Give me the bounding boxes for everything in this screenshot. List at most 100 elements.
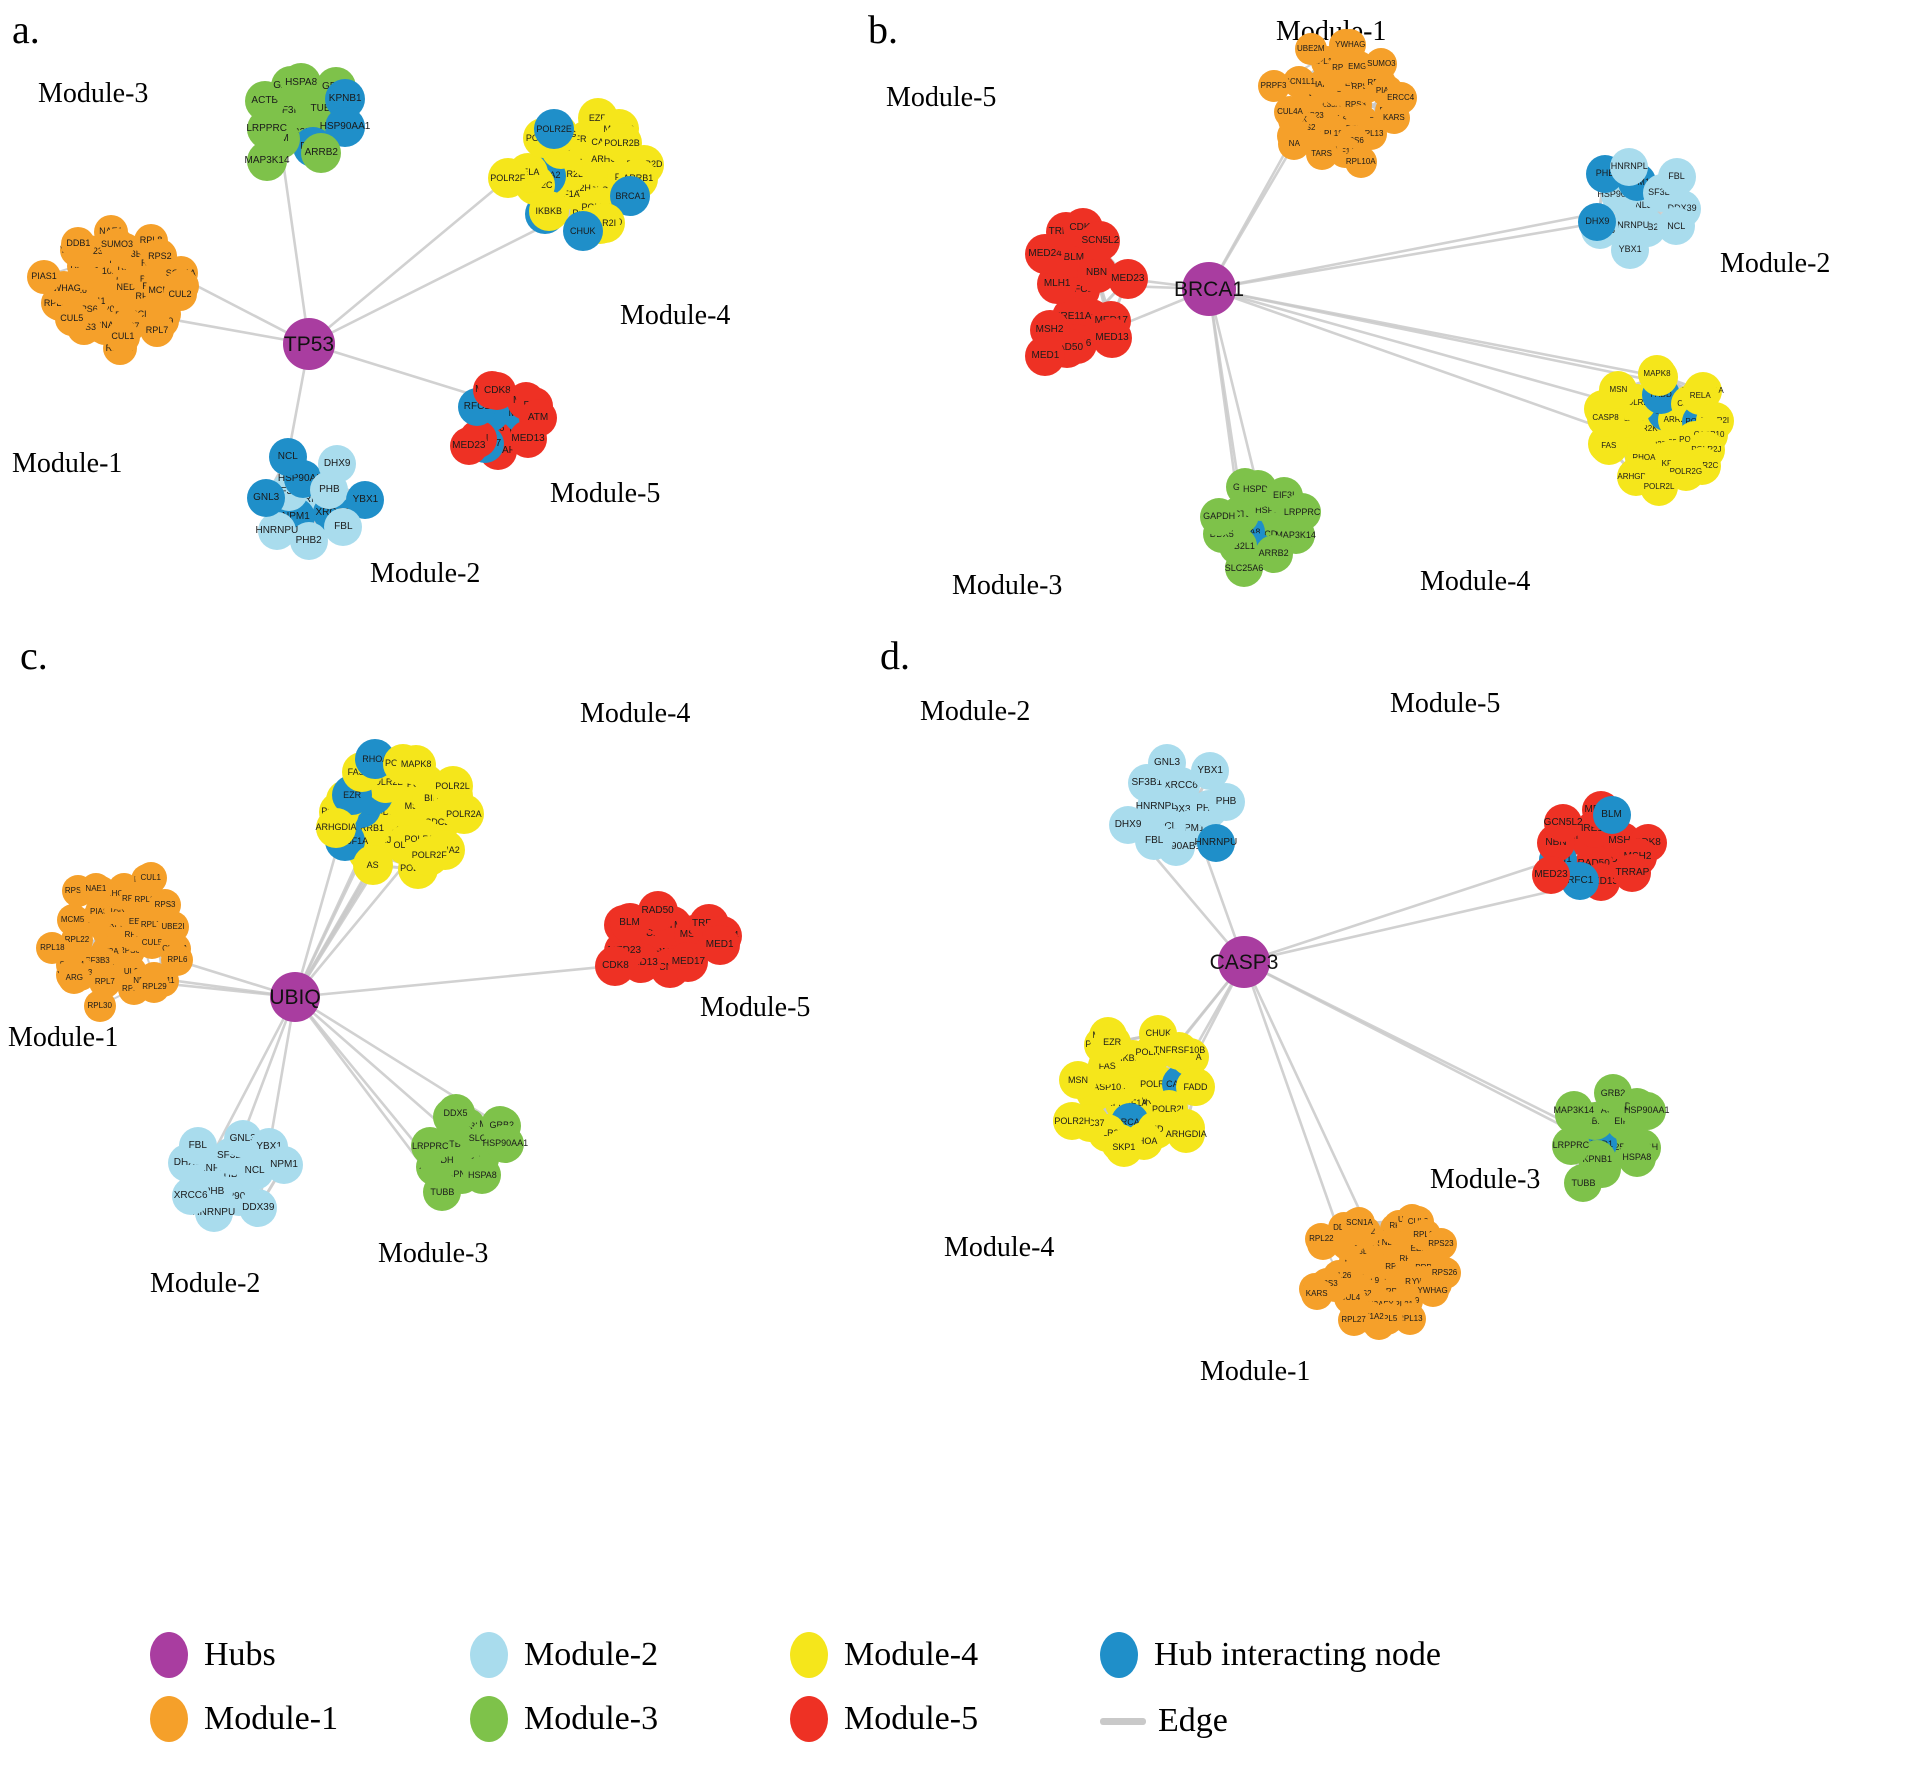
node-c-module2-7[interactable]: XRCC6 — [171, 1177, 210, 1216]
node-b-module1-33[interactable]: PRPF3 — [1257, 69, 1290, 102]
node-b-module1-42[interactable]: NA — [1278, 127, 1311, 160]
node-b-module2-8[interactable]: DHX9 — [1578, 202, 1617, 241]
node-c-module3-14[interactable]: HSP90AA1 — [483, 1124, 528, 1163]
legend-item-module2: Module-2 — [470, 1632, 658, 1678]
node-label: CASP8 — [1592, 412, 1619, 422]
node-b-module3-9[interactable]: GAPDH — [1200, 497, 1239, 536]
node-c-module1-41[interactable]: RPL29 — [138, 970, 171, 1003]
node-label: YWHAG — [1417, 1285, 1448, 1295]
node-label: RPL30 — [87, 1000, 112, 1010]
node-d-module1-46[interactable]: YWHAG — [1416, 1274, 1449, 1307]
node-d-module3-16[interactable]: TUBB — [1564, 1164, 1603, 1203]
node-label: TRRAP — [1615, 866, 1650, 878]
legend-label-module4: Module-4 — [844, 1636, 979, 1673]
node-c-module4-24[interactable]: MAPK8 — [396, 744, 437, 785]
node-d-module5-12[interactable]: BLM — [1592, 796, 1631, 835]
panel-d-module2-label: Module-2 — [920, 696, 1031, 727]
node-c-module3-15[interactable]: HSPA8 — [463, 1156, 502, 1195]
node-label: ARHGDIA — [1165, 1128, 1207, 1139]
node-d-module5-15[interactable]: TRRAP — [1613, 853, 1652, 892]
node-a-module4-32[interactable]: POLR2F — [487, 158, 528, 199]
node-a-module1-48[interactable]: RPL7 — [140, 313, 175, 348]
node-d-module3-15[interactable]: HSPA8 — [1617, 1138, 1656, 1177]
node-a-module2-7[interactable]: HNRNPU — [255, 512, 298, 551]
node-label: DDX5 — [443, 1107, 468, 1118]
node-a-module1-39[interactable]: SUMO3 — [100, 227, 135, 262]
node-c-module1-20[interactable]: MCM5 — [56, 903, 89, 936]
node-b-module5-15[interactable]: MED13 — [1092, 317, 1133, 358]
node-b-module1-34[interactable]: UBE2M — [1294, 33, 1327, 66]
node-label: MED23 — [1534, 869, 1568, 881]
node-c-module4-31[interactable]: AS — [352, 845, 393, 886]
node-b-module1-40[interactable]: RPL10A — [1344, 145, 1377, 178]
node-b-module1-41[interactable]: TARS — [1305, 137, 1338, 170]
node-label: ARRB2 — [304, 146, 338, 158]
legend-label-module3: Module-3 — [524, 1700, 659, 1737]
node-c-module3-11[interactable]: DDX5 — [436, 1094, 475, 1133]
node-d-module4-25[interactable]: TNFRSF10B — [1154, 1031, 1205, 1070]
node-a-module2-8[interactable]: GNL3 — [247, 478, 286, 517]
node-d-module1-51[interactable]: RPL27 — [1337, 1303, 1370, 1336]
node-a-module4-31[interactable]: CHUK — [562, 211, 603, 252]
node-d-module2-8[interactable]: DHX9 — [1109, 806, 1148, 845]
node-a-module3-16[interactable]: MAP3K14 — [245, 141, 290, 182]
panel-d-hub-node[interactable]: CASP3 — [1210, 936, 1278, 988]
node-a-module1-53[interactable]: PIAS1 — [27, 259, 61, 294]
node-c-module4-32[interactable]: ARHGDIA — [316, 807, 357, 848]
node-a-module5-16[interactable]: MED23 — [449, 426, 488, 465]
node-d-module1-43[interactable]: RPS23 — [1424, 1228, 1457, 1261]
node-d-module2-12[interactable]: PHB — [1207, 783, 1246, 822]
node-d-module4-29[interactable]: ARHGDIA — [1165, 1115, 1207, 1154]
node-d-module5-16[interactable]: MED23 — [1532, 856, 1571, 895]
node-a-module1-52[interactable]: CUL5 — [54, 301, 89, 336]
node-a-module2-12[interactable]: FBL — [324, 508, 363, 547]
node-c-module3-16[interactable]: TUBB — [423, 1173, 462, 1212]
node-b-module4-31[interactable]: POLR2L — [1640, 467, 1679, 506]
node-a-module1-37[interactable]: DDB1 — [61, 226, 96, 261]
node-a-module2-10[interactable]: DHX9 — [318, 445, 357, 484]
node-c-module2-9[interactable]: FBL — [178, 1127, 217, 1165]
node-b-module2-10[interactable]: HNRNPL — [1610, 147, 1649, 186]
node-d-module5-10[interactable]: GCN5L2 — [1544, 803, 1583, 842]
node-b-module5-12[interactable]: SCN5L2 — [1080, 221, 1121, 262]
node-d-module4-22[interactable]: EZR — [1093, 1023, 1132, 1062]
node-b-module1-39[interactable]: KARS — [1377, 101, 1410, 134]
node-b-module3-16[interactable]: SLC25A6 — [1225, 549, 1263, 588]
node-label: HSPA8 — [285, 76, 318, 88]
node-b-module5-16[interactable]: MED1 — [1025, 335, 1066, 376]
node-a-module3-15[interactable]: ARRB2 — [301, 132, 342, 173]
node-c-module1-42[interactable]: RPL30 — [83, 989, 116, 1022]
node-a-module5-15[interactable]: MED13 — [509, 420, 548, 459]
node-a-module2-9[interactable]: NCL — [268, 438, 307, 477]
node-c-module5-11[interactable]: RAD50 — [637, 891, 678, 932]
node-label: EZR — [343, 789, 362, 800]
node-c-module5-16[interactable]: CDK8 — [595, 946, 636, 987]
node-c-module1-35[interactable]: NAE1 — [79, 872, 112, 905]
panel-c-hub-node[interactable]: UBIQ — [269, 972, 321, 1022]
node-label: MED24 — [1028, 247, 1062, 259]
node-c-module5-15[interactable]: MED17 — [668, 941, 709, 982]
node-c-module2-12[interactable]: NPM1 — [265, 1146, 304, 1185]
node-a-module1-50[interactable]: CUL1 — [105, 319, 140, 354]
panel-c-module3-label: Module-3 — [378, 1238, 489, 1269]
node-label: FBL — [334, 521, 353, 533]
node-d-module3-10[interactable]: MAP3K14 — [1553, 1091, 1594, 1129]
node-d-module2-13[interactable]: HNRNPU — [1194, 824, 1237, 863]
node-c-module4-30[interactable]: POLR2F — [409, 835, 450, 876]
node-a-module3-11[interactable]: HSPA8 — [281, 62, 322, 103]
node-d-module2-10[interactable]: GNL3 — [1148, 744, 1187, 783]
node-d-module3-13[interactable]: HSP90AA1 — [1624, 1091, 1669, 1130]
node-label: RAD50 — [641, 905, 674, 917]
node-d-module4-19[interactable]: MSN — [1059, 1061, 1097, 1100]
node-b-module5-13[interactable]: MED23 — [1107, 258, 1148, 299]
panel-b-hub-node[interactable]: BRCA1 — [1174, 262, 1244, 316]
node-c-module2-13[interactable]: DDX39 — [239, 1188, 278, 1227]
node-c-module1-38[interactable]: RPS3 — [149, 889, 182, 922]
node-d-module4-31[interactable]: SKP1 — [1104, 1128, 1143, 1167]
node-b-module2-13[interactable]: NCL — [1657, 207, 1696, 246]
panel-a-hub-node[interactable]: TP53 — [283, 318, 335, 370]
node-label: MSH2 — [1035, 324, 1064, 336]
node-d-module1-52[interactable]: KARS — [1300, 1277, 1333, 1310]
node-c-module4-27[interactable]: POLR2A — [443, 794, 484, 835]
node-label: MSN — [1068, 1074, 1088, 1085]
